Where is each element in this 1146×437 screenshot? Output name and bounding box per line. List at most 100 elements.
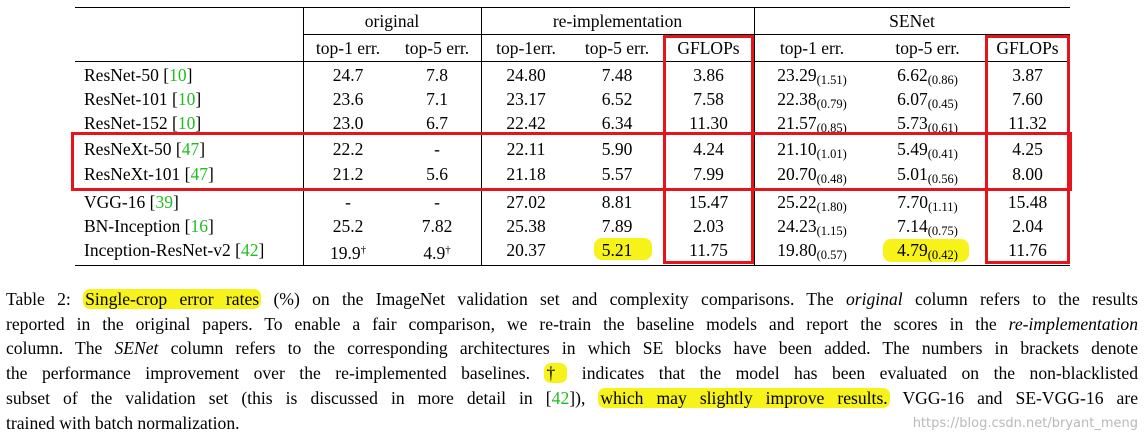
model-name-cell: ResNet-101 [10] <box>84 88 201 110</box>
table-cell: 3.87 <box>985 64 1070 86</box>
table-cell: 22.11 <box>481 138 571 160</box>
table-cell: 25.38 <box>481 215 571 237</box>
table-cell: 21.10(1.01) <box>754 138 870 165</box>
table-cell: 22.2 <box>303 138 393 160</box>
col-header: GFLOPs <box>677 38 740 58</box>
table-cell: 20.37 <box>481 239 571 261</box>
caption-italic: SENet <box>114 338 159 359</box>
cell-value: 23.6 <box>332 89 364 109</box>
citation: 47 <box>181 139 200 159</box>
caption-text: subset of the validation set (this is di… <box>6 387 552 408</box>
table-cell: 24.7 <box>303 64 393 86</box>
table-cell: 19.80(0.57) <box>754 239 870 266</box>
bracket: [ <box>175 139 182 159</box>
bracket: [ <box>171 113 178 133</box>
cell-improvement: (0.57) <box>816 248 847 262</box>
table-cell: 5.57 <box>571 163 663 185</box>
cell-improvement: (1.11) <box>927 200 958 214</box>
table-cell: 7.48 <box>571 64 663 86</box>
table-cell: 6.07(0.45) <box>870 88 985 115</box>
col-header: top-5 err. <box>404 38 470 58</box>
cell-value: 21.57 <box>777 113 817 133</box>
cell-value: 7.82 <box>421 216 453 236</box>
cell-value: 8.81 <box>601 192 633 212</box>
model-name: ResNet-101 <box>84 89 168 109</box>
citation: 39 <box>155 192 173 212</box>
table-cell: 22.42 <box>481 112 571 134</box>
cell-value: 20.37 <box>506 240 546 260</box>
cell-improvement: (0.79) <box>816 97 847 111</box>
bracket: ] <box>172 192 179 212</box>
bracket: [ <box>235 240 241 260</box>
table-cell: - <box>303 191 393 213</box>
cell-value: 4.25 <box>1012 139 1043 159</box>
cell-value: 6.52 <box>601 89 633 109</box>
model-name: ResNet-152 <box>84 113 168 133</box>
cell-value: 24.7 <box>332 65 364 85</box>
cell-value: 2.04 <box>1012 216 1043 236</box>
cell-improvement: (0.48) <box>816 172 847 186</box>
cell-value: 11.75 <box>689 240 728 260</box>
caption-dagger-highlight: † <box>544 363 568 384</box>
table-cell: 21.18 <box>481 163 571 185</box>
table-cell: 6.52 <box>571 88 663 110</box>
model-name: ResNet-50 <box>84 65 159 85</box>
model-name-cell: ResNeXt-50 [47] <box>84 138 205 160</box>
caption-text: ]), <box>569 387 599 408</box>
table-cell: 4.25 <box>985 138 1070 160</box>
cell-value: 5.49 <box>897 139 928 159</box>
cell-value: 4.9 <box>423 243 446 263</box>
table-cell: 24.23(1.15) <box>754 215 870 242</box>
caption-text: the performance improvement over the re-… <box>6 363 545 384</box>
cell-value: 21.18 <box>506 164 546 184</box>
resnext-rows-box <box>71 132 1072 191</box>
cell-improvement: (1.51) <box>816 73 847 87</box>
caption-label: Table 2: <box>6 289 71 309</box>
cell-value: 11.30 <box>689 113 728 133</box>
citation: 42 <box>240 240 259 260</box>
cell-value: 25.22 <box>777 192 817 212</box>
cell-value: - <box>345 192 351 212</box>
model-name: VGG-16 <box>84 192 146 212</box>
table-cell: 4.79(0.42) <box>870 239 985 266</box>
cell-value: 11.32 <box>1008 113 1047 133</box>
caption-highlight-1: Single-crop error rates <box>83 289 262 309</box>
table-cell: 5.90 <box>571 138 663 160</box>
model-name: ResNeXt-101 <box>84 164 181 184</box>
cell-value: - <box>434 192 440 212</box>
cell-value: 7.8 <box>426 65 448 85</box>
table-cell: 4.9† <box>393 239 481 264</box>
caption-line-1: Table 2: Single-crop error rates (%) on … <box>6 287 1138 312</box>
cell-value: 7.99 <box>693 164 724 184</box>
cell-improvement: (0.42) <box>927 248 958 262</box>
group-header-original: original <box>364 11 420 31</box>
table-cell: 11.76 <box>985 239 1070 261</box>
cell-value: 23.29 <box>777 65 817 85</box>
cell-value: 7.70 <box>897 192 928 212</box>
bracket: [ <box>171 89 178 109</box>
cell-value: 5.6 <box>426 164 448 184</box>
cell-value: 21.10 <box>777 139 817 159</box>
model-name: BN-Inception <box>84 216 181 236</box>
table-cell: 20.70(0.48) <box>754 163 870 190</box>
watermark: https://blog.csdn.net/bryant_meng <box>912 416 1138 431</box>
caption-line-4: the performance improvement over the re-… <box>6 361 1138 386</box>
cell-improvement: (0.41) <box>927 147 958 161</box>
table-cell: 6.7 <box>393 112 481 134</box>
cell-value: 23.0 <box>332 113 364 133</box>
model-name: ResNeXt-50 <box>84 139 172 159</box>
table-cell: 7.89 <box>571 215 663 237</box>
table-caption: Table 2: Single-crop error rates (%) on … <box>6 287 1138 435</box>
cell-value: 3.86 <box>693 65 724 85</box>
highlight-re-top5-inception <box>594 238 652 260</box>
cell-value: 7.1 <box>426 89 448 109</box>
table-cell: 7.1 <box>393 88 481 110</box>
dagger-mark: † <box>445 244 451 256</box>
cell-improvement: (0.61) <box>927 121 958 135</box>
table-cell: - <box>393 191 481 213</box>
results-table: original re-implementation SENet top-1 e… <box>71 7 1072 266</box>
table-cell: 3.86 <box>663 64 754 86</box>
caption-citation: 42 <box>551 387 570 408</box>
gflops-box-senet <box>985 35 1070 264</box>
cell-value: 20.70 <box>777 164 817 184</box>
